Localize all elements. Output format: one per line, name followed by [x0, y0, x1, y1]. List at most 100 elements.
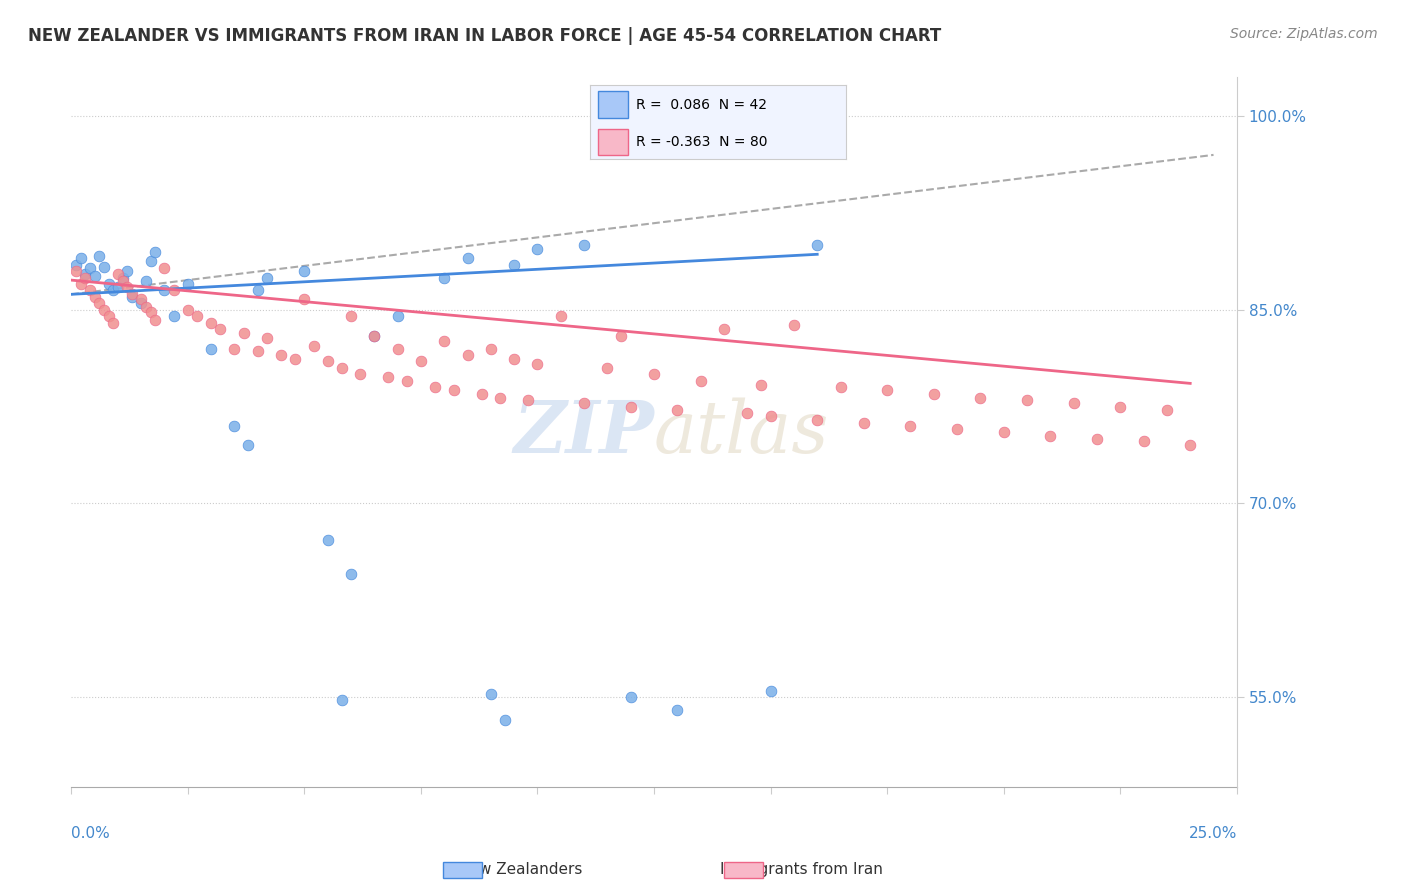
Point: [83, 269, 105, 284]
Point: [363, 328, 385, 343]
Point: [83, 290, 105, 304]
Point: [246, 344, 269, 359]
Point: [111, 274, 134, 288]
Point: [121, 287, 143, 301]
Point: [387, 310, 409, 324]
Text: 0.0%: 0.0%: [72, 826, 110, 841]
Point: [302, 339, 325, 353]
Point: [292, 264, 315, 278]
Point: [830, 380, 852, 394]
Point: [79, 284, 101, 298]
Point: [121, 290, 143, 304]
Point: [457, 348, 479, 362]
Point: [330, 692, 353, 706]
Point: [620, 400, 643, 414]
Point: [129, 296, 152, 310]
Point: [596, 360, 619, 375]
Point: [93, 260, 115, 275]
Point: [256, 270, 278, 285]
Point: [340, 567, 363, 582]
Point: [316, 533, 339, 547]
Point: [224, 342, 246, 356]
Point: [224, 419, 246, 434]
Point: [256, 331, 278, 345]
Point: [115, 279, 138, 293]
Point: [1085, 432, 1108, 446]
Point: [153, 261, 176, 276]
Point: [129, 293, 152, 307]
Point: [177, 302, 200, 317]
Text: atlas: atlas: [654, 397, 830, 467]
Point: [330, 360, 353, 375]
Point: [163, 310, 186, 324]
Point: [103, 316, 125, 330]
Point: [749, 377, 772, 392]
Point: [900, 419, 922, 434]
Point: [387, 342, 409, 356]
Point: [443, 383, 465, 397]
Point: [163, 284, 186, 298]
Point: [246, 284, 269, 298]
Point: [806, 238, 828, 252]
Point: [75, 267, 97, 281]
Point: [735, 406, 758, 420]
Point: [65, 264, 87, 278]
Point: [666, 403, 689, 417]
Point: [759, 409, 782, 423]
Point: [69, 251, 91, 265]
Point: [1039, 429, 1062, 443]
Point: [479, 342, 502, 356]
Point: [572, 396, 595, 410]
Point: [177, 277, 200, 291]
Point: [292, 293, 315, 307]
Point: [97, 310, 120, 324]
Point: [610, 328, 633, 343]
Point: [457, 251, 479, 265]
Point: [139, 305, 162, 319]
Point: [153, 284, 176, 298]
Point: [620, 690, 643, 704]
Text: Source: ZipAtlas.com: Source: ZipAtlas.com: [1230, 27, 1378, 41]
Point: [526, 242, 548, 256]
Point: [946, 421, 969, 435]
Point: [489, 391, 512, 405]
Point: [349, 368, 371, 382]
Point: [200, 316, 222, 330]
Point: [993, 425, 1015, 440]
Point: [433, 334, 456, 348]
Point: [1015, 393, 1038, 408]
Point: [517, 393, 540, 408]
Point: [503, 351, 526, 366]
Point: [922, 386, 945, 401]
Point: [423, 380, 446, 394]
Point: [79, 261, 101, 276]
Point: [433, 270, 456, 285]
Point: [69, 277, 91, 291]
Point: [284, 351, 307, 366]
Point: [689, 374, 711, 388]
Point: [783, 318, 806, 333]
Point: [238, 438, 260, 452]
Point: [1156, 403, 1178, 417]
Point: [103, 284, 125, 298]
Point: [666, 703, 689, 717]
Point: [806, 412, 828, 426]
Point: [135, 300, 157, 314]
Point: [89, 249, 111, 263]
Point: [186, 310, 208, 324]
Point: [93, 302, 115, 317]
Point: [479, 688, 502, 702]
Point: [969, 391, 991, 405]
Text: Immigrants from Iran: Immigrants from Iran: [720, 863, 883, 877]
Text: ZIP: ZIP: [513, 397, 654, 468]
Point: [876, 383, 898, 397]
Point: [65, 258, 87, 272]
Point: [759, 683, 782, 698]
Point: [1132, 434, 1154, 449]
Point: [135, 274, 157, 288]
Point: [107, 267, 129, 281]
Point: [643, 368, 665, 382]
Text: 25.0%: 25.0%: [1188, 826, 1237, 841]
Point: [139, 253, 162, 268]
Point: [143, 313, 166, 327]
